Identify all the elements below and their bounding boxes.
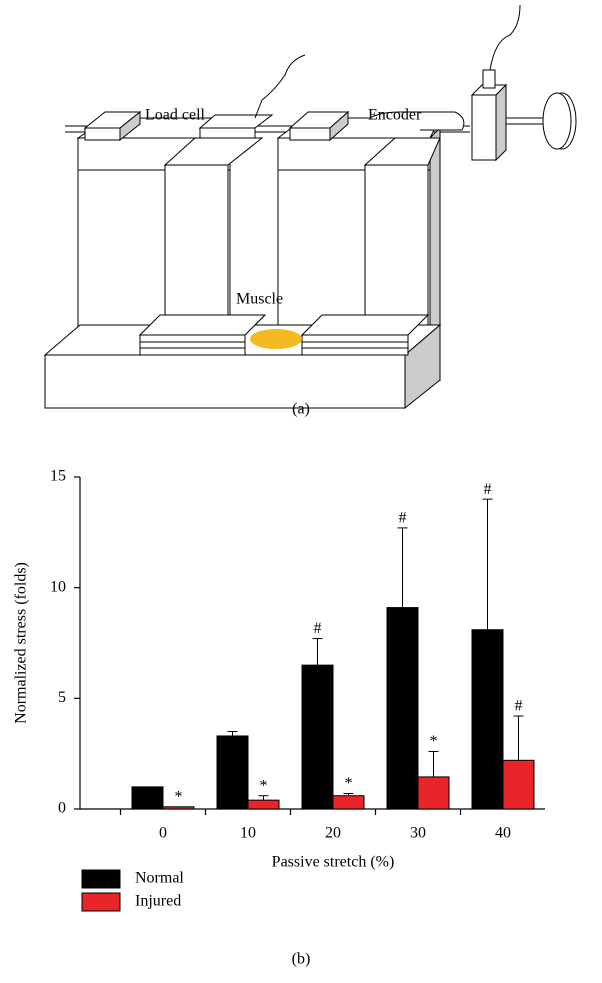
x-axis-label: Passive stretch (%) bbox=[272, 854, 395, 871]
significance-marker: * bbox=[345, 775, 353, 792]
apparatus-diagram: Load cell Encoder Muscle (a) bbox=[45, 5, 576, 418]
legend-label: Injured bbox=[135, 893, 181, 910]
bar bbox=[503, 760, 534, 809]
bar bbox=[132, 787, 163, 809]
bar bbox=[163, 807, 194, 809]
bar bbox=[217, 736, 248, 809]
x-tick-label: 10 bbox=[240, 825, 256, 842]
y-tick-label: 15 bbox=[50, 468, 66, 485]
significance-marker: # bbox=[314, 620, 322, 637]
y-axis-label: Normalized stress (folds) bbox=[13, 562, 30, 724]
diagram-label: Load cell bbox=[145, 107, 206, 124]
legend-swatch bbox=[82, 870, 120, 888]
x-tick-label: 30 bbox=[410, 825, 426, 842]
significance-marker: * bbox=[260, 777, 268, 794]
y-tick-label: 0 bbox=[58, 800, 66, 817]
bar bbox=[387, 608, 418, 809]
x-tick-label: 0 bbox=[159, 825, 167, 842]
caption: (b) bbox=[292, 951, 311, 968]
x-tick-label: 40 bbox=[495, 825, 511, 842]
x-tick-label: 20 bbox=[325, 825, 341, 842]
figure: Load cell Encoder Muscle (a) 0 5 10 15 Norma… bbox=[0, 0, 602, 983]
caption: (a) bbox=[292, 401, 310, 418]
bar bbox=[333, 796, 364, 809]
y-tick-label: 5 bbox=[58, 689, 66, 706]
legend-swatch bbox=[82, 893, 120, 911]
significance-marker: * bbox=[175, 788, 183, 805]
significance-marker: # bbox=[399, 510, 407, 527]
diagram-label: Encoder bbox=[368, 107, 422, 124]
bar bbox=[418, 777, 449, 809]
significance-marker: * bbox=[430, 733, 438, 750]
bar bbox=[248, 800, 279, 809]
y-tick-label: 10 bbox=[50, 578, 66, 595]
significance-marker: # bbox=[484, 481, 492, 498]
significance-marker: # bbox=[515, 698, 523, 715]
diagram-label: Muscle bbox=[236, 291, 283, 308]
bar bbox=[472, 630, 503, 809]
muscle bbox=[250, 329, 302, 349]
legend-label: Normal bbox=[135, 870, 184, 887]
bar bbox=[302, 665, 333, 809]
